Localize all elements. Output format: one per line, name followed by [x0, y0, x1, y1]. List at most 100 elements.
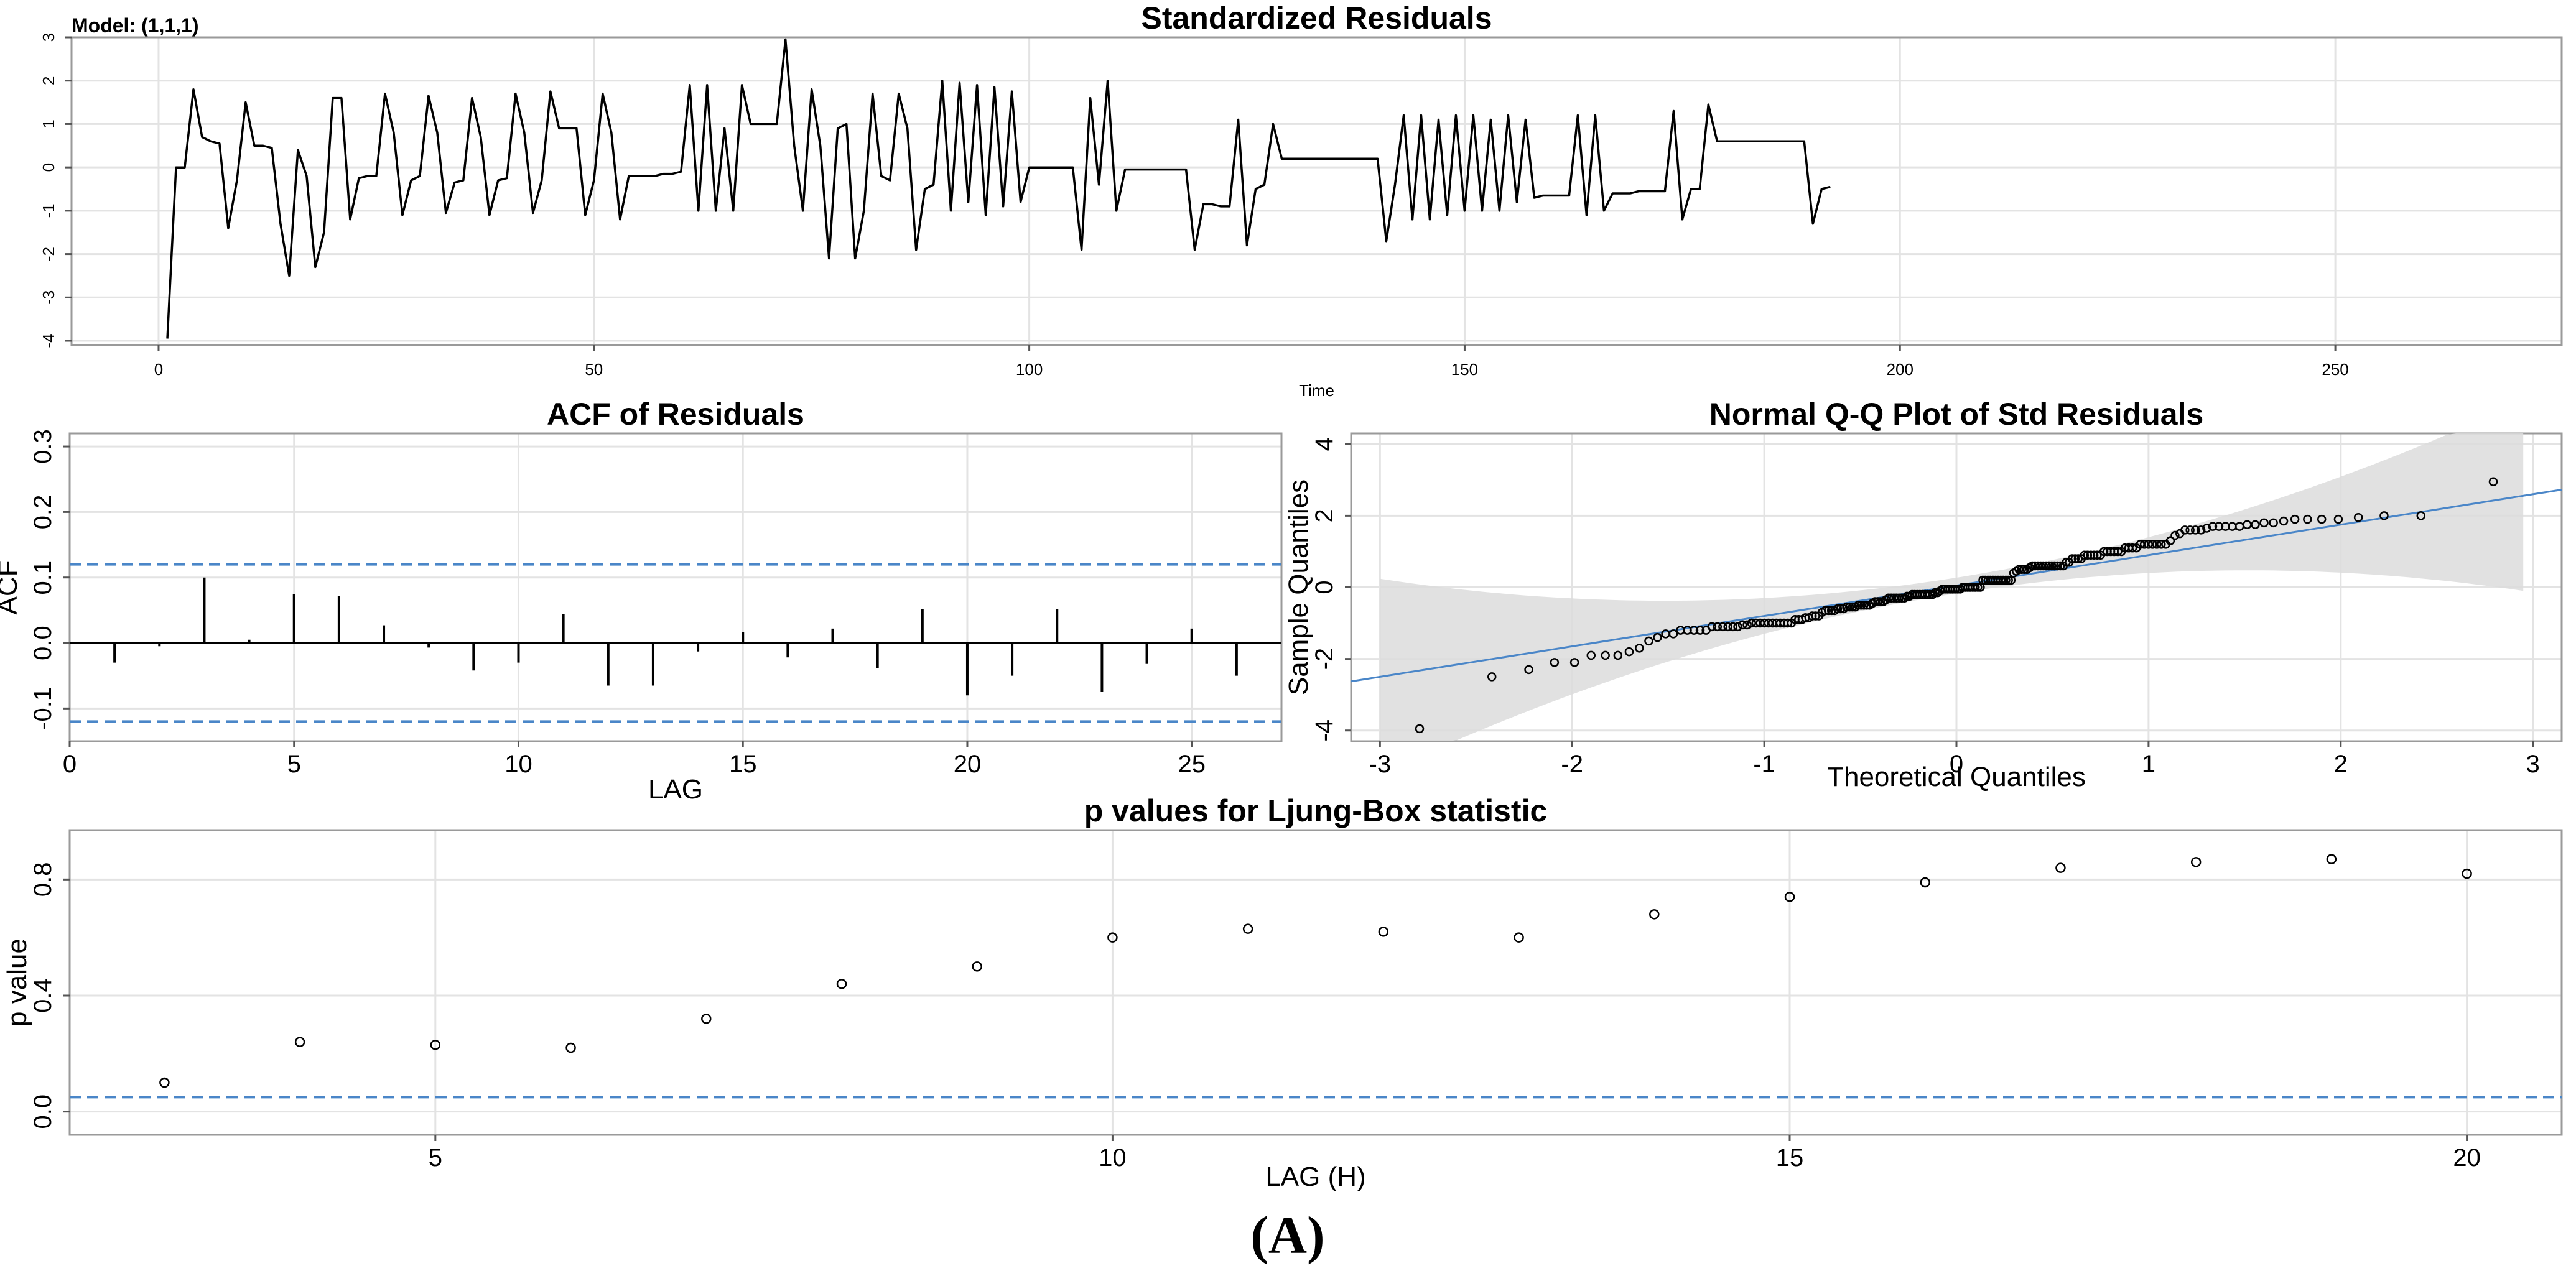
y-tick-label: 0.4 [29, 978, 57, 1013]
p-value-point [294, 1037, 305, 1047]
qq-point [2113, 547, 2123, 557]
qq-point [1733, 622, 1742, 632]
p-value-point [1784, 892, 1795, 902]
qq-point [1487, 672, 1497, 682]
qq-point [2019, 565, 2029, 574]
qq-point [2053, 561, 2062, 571]
x-tick-label: 250 [2322, 360, 2348, 379]
y-tick-label: 4 [1311, 437, 1338, 451]
p-value-point [1649, 909, 1660, 920]
qq-point [2416, 511, 2426, 520]
qq-point [1836, 604, 1846, 614]
x-tick-label: 2 [2334, 751, 2348, 778]
plot-border [68, 829, 2563, 1136]
y-axis-label: ACF [0, 560, 23, 615]
x-tick-label: 5 [287, 751, 301, 778]
acf-panel: ACF of Residuals 0 5 10 15 20 25 -0.1 0.0 0.1 0.2 0… [0, 397, 1283, 805]
qq-point [2279, 516, 2289, 526]
qq-point [2050, 561, 2060, 571]
qq-point [1820, 606, 1830, 616]
x-tick-label: 15 [729, 751, 757, 778]
y-tick-label: -2 [1311, 648, 1338, 670]
qq-point [2165, 536, 2175, 545]
qq-point [2259, 518, 2269, 528]
qq-point [2196, 525, 2206, 535]
y-tick-label: 1 [39, 119, 58, 128]
y-tick-label: 2 [39, 76, 58, 85]
qq-point [2379, 511, 2389, 520]
qq-point [1873, 597, 1882, 606]
p-value-point [972, 961, 982, 972]
qq-point [2269, 518, 2278, 528]
y-tick-label: 0.2 [29, 495, 57, 530]
qq-point [1823, 606, 1833, 616]
qq-point [1842, 602, 1851, 612]
ljung-box-panel: p values for Ljung-Box statistic 5 10 15 20 0… [2, 793, 2563, 1192]
x-tick-label: 3 [2526, 751, 2540, 778]
qq-point [1586, 650, 1596, 660]
qq-point [1415, 724, 1425, 734]
qq-point [1718, 622, 1727, 632]
qq-point [2353, 513, 2363, 522]
qq-point [2214, 522, 2224, 531]
qq-point [2208, 522, 2218, 531]
x-tick-label: -2 [1561, 751, 1583, 778]
qq-point [2044, 561, 2053, 571]
x-tick-label: 0 [63, 751, 77, 778]
x-axis-label: LAG [648, 774, 703, 805]
qq-point [1747, 618, 1756, 628]
standardized-residuals-panel: Standardized Residuals 0 50 100 150 200 250 -4 -… [39, 1, 2563, 400]
qq-point [2152, 540, 2162, 549]
qq-point [1550, 658, 1560, 667]
y-tick-label: -3 [39, 290, 58, 305]
qq-point [1783, 618, 1793, 628]
qq-point [2180, 525, 2190, 535]
p-value-point [2462, 868, 2472, 879]
qq-point [1713, 622, 1723, 632]
y-tick-label: 0 [39, 163, 58, 172]
qq-point [1613, 650, 1623, 660]
p-value-point [1242, 923, 1253, 934]
qq-point [2083, 550, 2093, 560]
qq-point [2039, 561, 2048, 571]
x-tick-label: 100 [1016, 360, 1043, 379]
qq-point [1856, 601, 1866, 610]
x-tick-label: 15 [1776, 1144, 1804, 1172]
qq-point [2070, 554, 2080, 563]
qq-point [1695, 626, 1705, 635]
y-tick-label: 0 [1311, 580, 1338, 594]
x-tick-label: 20 [2453, 1144, 2481, 1172]
qq-point [1853, 601, 1863, 610]
p-value-point [430, 1040, 441, 1050]
qq-point [1742, 620, 1752, 630]
x-tick-label: 150 [1451, 360, 1478, 379]
p-value-point [701, 1014, 712, 1024]
y-tick-label: 0.1 [29, 560, 57, 595]
qq-point [1644, 636, 1653, 646]
p-value-point [1920, 877, 1930, 888]
qq-point [2157, 540, 2166, 549]
qq-point [2041, 561, 2051, 571]
qq-point [2001, 575, 2011, 585]
qq-point [2144, 540, 2153, 549]
qq-point [2067, 554, 2077, 563]
y-tick-label: -4 [1311, 719, 1338, 742]
qq-point [2036, 561, 2045, 571]
y-tick-label: 3 [39, 33, 58, 42]
y-tick-label: -0.1 [29, 687, 57, 730]
x-tick-label: 25 [1178, 751, 1206, 778]
p-value-point [1107, 932, 1118, 943]
qq-point [1728, 622, 1737, 632]
qq-point [2093, 550, 2102, 560]
qq-point [1569, 658, 1579, 667]
qq-point [1862, 601, 1872, 610]
x-tick-label: 50 [585, 360, 603, 379]
p-value-point [159, 1077, 170, 1088]
qq-point [1668, 629, 1678, 639]
y-tick-label: -4 [39, 333, 58, 348]
qq-point [2080, 550, 2090, 560]
p-value-point [2055, 862, 2066, 873]
qq-point [2030, 561, 2040, 571]
x-tick-label: 5 [429, 1144, 442, 1172]
